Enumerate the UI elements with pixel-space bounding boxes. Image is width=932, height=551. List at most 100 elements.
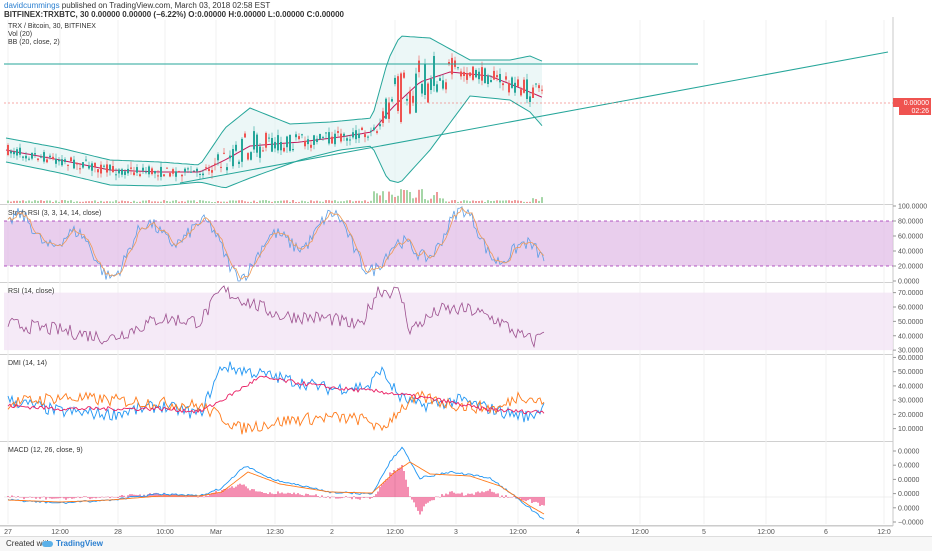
volume-bar — [370, 200, 372, 203]
macd-histogram-bar — [215, 490, 217, 497]
volume-bar — [352, 201, 354, 203]
volume-bar — [187, 200, 189, 203]
candle-body — [82, 162, 84, 168]
candle-body — [70, 157, 72, 162]
volume-bar — [274, 201, 276, 203]
macd-histogram-bar — [321, 495, 323, 497]
stoch-rsi-d-line — [7, 206, 545, 280]
candle-body — [328, 132, 330, 144]
candle-body — [388, 102, 390, 119]
x-tick-label: 3 — [454, 529, 458, 536]
volume-bar — [25, 201, 27, 203]
macd-histogram-bar — [433, 497, 435, 501]
x-tick-label: 12:00 — [757, 529, 775, 536]
author-link[interactable]: davidcummings — [4, 1, 60, 10]
macd-histogram-bar — [527, 497, 529, 501]
volume-bar — [88, 201, 90, 203]
candle-body — [118, 169, 120, 174]
rsi-tick-label: 60.0000 — [898, 305, 923, 312]
candle-body — [241, 138, 243, 162]
candle-body — [229, 155, 231, 159]
candle-body — [55, 158, 57, 164]
volume-bar — [286, 200, 288, 203]
macd-histogram-bar — [103, 497, 105, 498]
candle-body — [13, 151, 15, 155]
volume-bar — [454, 200, 456, 203]
volume-bar — [34, 200, 36, 203]
macd-histogram-bar — [11, 495, 13, 497]
volume-bar — [460, 201, 462, 203]
volume-bar — [493, 200, 495, 203]
volume-bar — [358, 200, 360, 203]
volume-bar — [118, 201, 120, 203]
candle-body — [286, 136, 288, 148]
candle-body — [157, 175, 159, 177]
macd-histogram-bar — [277, 491, 279, 497]
macd-histogram-bar — [257, 491, 259, 497]
candle-body — [532, 87, 534, 98]
volume-bar — [160, 201, 162, 203]
volume-bar — [490, 201, 492, 203]
stoch-rsi-tick-label: 40.0000 — [898, 249, 923, 256]
candle-body — [208, 168, 210, 171]
macd-histogram-bar — [115, 497, 117, 498]
tradingview-brand-link[interactable]: TradingView — [56, 539, 103, 548]
volume-bar — [514, 200, 516, 203]
macd-histogram-bar — [317, 496, 319, 497]
macd-histogram-bar — [209, 494, 211, 497]
volume-bar — [226, 201, 228, 203]
candle-body — [85, 159, 87, 161]
volume-bar — [193, 200, 195, 203]
macd-histogram-bar — [291, 494, 293, 497]
chart-canvas[interactable]: 27 12:00 28 10:00 Mar 12:30 2 12:00 3 12:00 4 12:00… — [0, 0, 932, 536]
volume-bar — [319, 201, 321, 203]
volume-bar — [520, 200, 522, 203]
x-tick-label: 12:00 — [631, 529, 649, 536]
rsi-band — [4, 292, 893, 351]
candle-body — [250, 152, 252, 160]
candle-body — [160, 166, 162, 177]
candle-body — [76, 162, 78, 165]
macd-histogram-bar — [133, 494, 135, 497]
macd-histogram-bar — [343, 497, 345, 498]
macd-histogram-bar — [23, 497, 25, 500]
macd-line — [7, 446, 545, 520]
volume-bar — [331, 200, 333, 203]
macd-histogram-bar — [341, 497, 343, 499]
x-tick-label: 6 — [824, 529, 828, 536]
volume-bar — [292, 200, 294, 203]
volume-bar — [415, 197, 417, 203]
macd-histogram-bar — [27, 497, 29, 498]
macd-histogram-bar — [47, 497, 49, 498]
candle-body — [265, 132, 267, 148]
macd-histogram-bar — [439, 497, 441, 498]
macd-histogram-bar — [95, 497, 97, 499]
volume-bar — [253, 200, 255, 203]
volume-bar — [475, 201, 477, 203]
candle-body — [424, 63, 426, 95]
macd-histogram-bar — [125, 497, 127, 498]
macd-histogram-bar — [77, 496, 79, 498]
volume-bar — [127, 201, 129, 203]
candle-body — [340, 133, 342, 142]
volume-bar — [271, 201, 273, 203]
volume-bar — [535, 199, 537, 203]
candle-body — [40, 156, 42, 158]
macd-histogram-bar — [35, 497, 37, 499]
macd-histogram-bar — [301, 495, 303, 497]
macd-histogram-bar — [447, 494, 449, 497]
macd-histogram-bar — [261, 492, 263, 497]
volume-bar — [61, 200, 63, 203]
macd-histogram-bar — [405, 479, 407, 497]
macd-histogram-bar — [305, 493, 307, 497]
volume-bar — [7, 200, 9, 203]
macd-histogram-bar — [463, 495, 465, 497]
macd-tick-label: −0.0000 — [898, 520, 924, 527]
candle-body — [124, 171, 126, 175]
macd-histogram-bar — [157, 493, 159, 497]
bollinger-lower-line — [5, 95, 543, 189]
candle-body — [322, 136, 324, 138]
x-tick-label: 28 — [114, 529, 122, 536]
macd-histogram-bar — [419, 497, 421, 515]
macd-histogram-bar — [19, 497, 21, 498]
